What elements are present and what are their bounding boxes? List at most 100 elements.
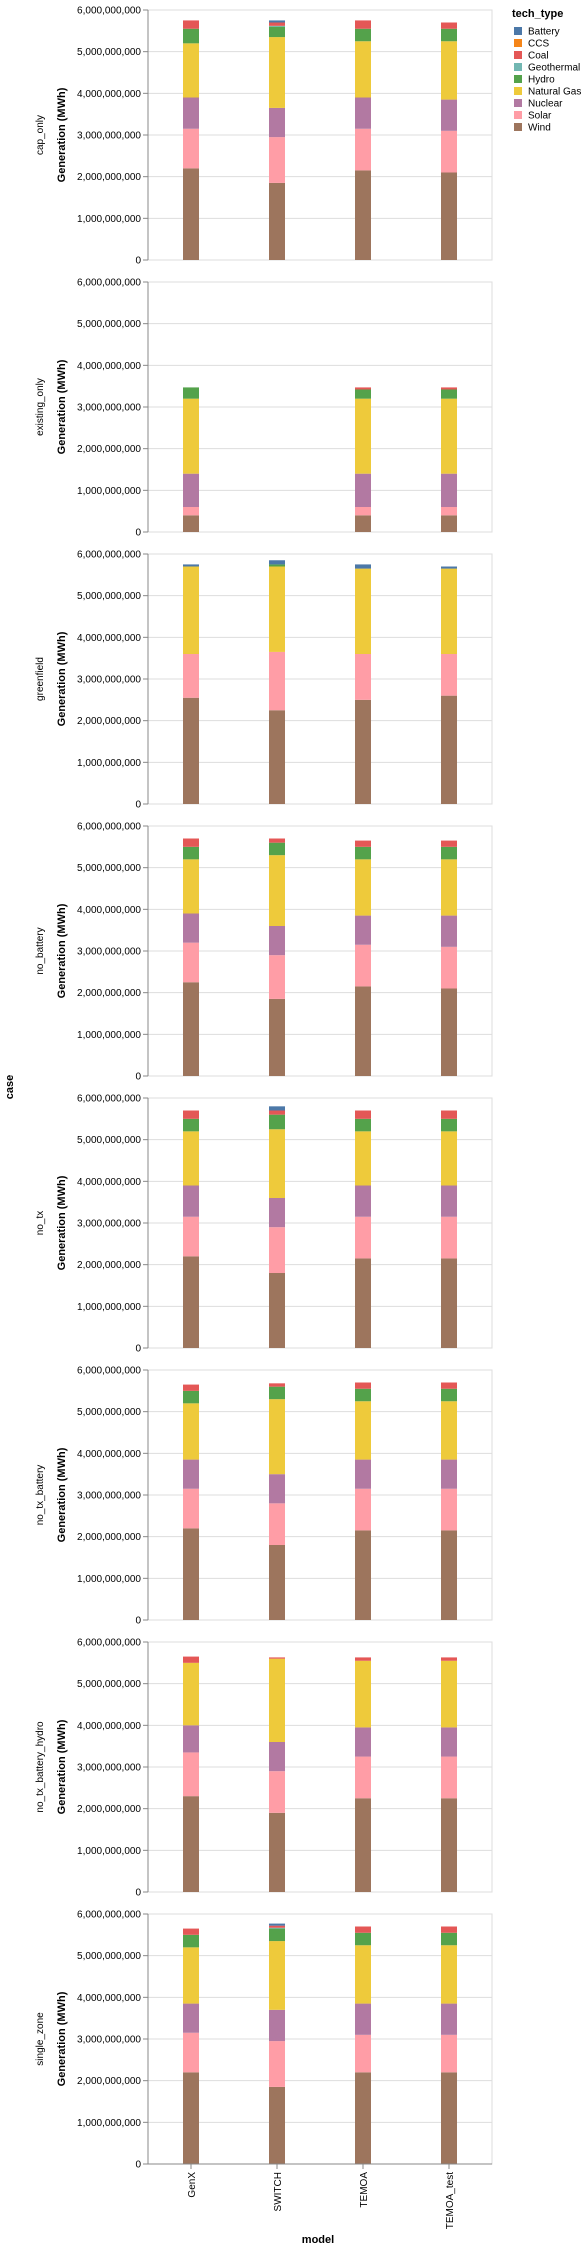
bar-segment-coal xyxy=(355,1110,371,1119)
bar-segment-solar xyxy=(355,1756,371,1799)
bar-segment-natural-gas xyxy=(441,1660,457,1728)
bar-segment-natural-gas xyxy=(355,1660,371,1728)
x-tick-label: TEMOA_test xyxy=(445,2172,456,2229)
y-tick-label: 1,000,000,000 xyxy=(77,2118,141,2129)
x-tick-label: GenX xyxy=(187,2172,198,2198)
y-tick-label: 2,000,000,000 xyxy=(77,716,141,727)
bar-segment-natural-gas xyxy=(441,568,457,654)
bar-segment-nuclear xyxy=(441,99,457,131)
bar-segment-solar xyxy=(355,2034,371,2073)
bar-segment-solar xyxy=(441,1216,457,1259)
bar-segment-nuclear xyxy=(355,1459,371,1489)
bar-segment-solar xyxy=(183,128,199,169)
y-tick-label: 1,000,000,000 xyxy=(77,1574,141,1585)
facet-existing_only: 0 1,000,000,000 2,000,000,000 3,000,000,000… xyxy=(35,278,493,539)
bar-segment-coal xyxy=(183,1384,199,1391)
bar-segment-wind xyxy=(355,1798,371,1892)
y-tick-label: 1,000,000,000 xyxy=(77,1030,141,1041)
legend-swatch xyxy=(514,99,522,107)
y-tick-label: 4,000,000,000 xyxy=(77,1721,141,1732)
bar-segment-natural-gas xyxy=(355,1945,371,2004)
y-tick-label: 0 xyxy=(135,800,141,811)
bar-segment-solar xyxy=(441,507,457,516)
facet-single_zone: 0 1,000,000,000 2,000,000,000 3,000,000,000… xyxy=(35,1910,493,2171)
y-tick-label: 4,000,000,000 xyxy=(77,89,141,100)
y-tick-label: 0 xyxy=(135,1616,141,1627)
bar-segment-natural-gas xyxy=(355,1131,371,1186)
y-tick-label: 5,000,000,000 xyxy=(77,1679,141,1690)
bar-segment-wind xyxy=(441,2072,457,2164)
y-tick-label: 4,000,000,000 xyxy=(77,1449,141,1460)
legend-title: tech_type xyxy=(512,8,563,20)
bar-segment-natural-gas xyxy=(355,41,371,98)
bar-segment-solar xyxy=(355,654,371,700)
y-tick-label: 4,000,000,000 xyxy=(77,633,141,644)
bar-segment-wind xyxy=(269,2086,285,2164)
bar-segment-nuclear xyxy=(441,915,457,947)
legend-label: Solar xyxy=(528,111,552,122)
legend: tech_type BatteryCCSCoalGeothermalHydroN… xyxy=(512,8,581,134)
bar-segment-hydro xyxy=(441,389,457,399)
bar-segment-natural-gas xyxy=(183,1947,199,2004)
y-tick-label: 1,000,000,000 xyxy=(77,758,141,769)
bar-segment-hydro xyxy=(355,1932,371,1946)
bar-segment-coal xyxy=(269,1110,285,1115)
y-tick-label: 5,000,000,000 xyxy=(77,1135,141,1146)
row-title: case xyxy=(4,1075,16,1099)
x-axis: GenX SWITCH TEMOA TEMOA_test xyxy=(148,2163,492,2229)
bar-segment-nuclear xyxy=(441,2003,457,2035)
y-tick-label: 5,000,000,000 xyxy=(77,47,141,58)
bar-segment-battery xyxy=(269,1923,285,1926)
bar-segment-nuclear xyxy=(183,97,199,129)
y-tick-label: 6,000,000,000 xyxy=(77,1094,141,1105)
bar-segment-natural-gas xyxy=(355,1401,371,1460)
bar-segment-natural-gas xyxy=(269,1129,285,1198)
bar-segment-nuclear xyxy=(269,2009,285,2042)
y-tick-label: 2,000,000,000 xyxy=(77,1532,141,1543)
y-tick-label: 6,000,000,000 xyxy=(77,6,141,17)
legend-swatch xyxy=(514,63,522,71)
bar-segment-natural-gas xyxy=(355,859,371,916)
bar-segment-wind xyxy=(441,515,457,532)
bar-segment-natural-gas xyxy=(183,1662,199,1726)
bar-segment-hydro xyxy=(269,564,285,567)
bar-segment-hydro xyxy=(355,389,371,399)
bar-segment-hydro xyxy=(441,1388,457,1402)
legend-swatch xyxy=(514,39,522,47)
bar-segment-natural-gas xyxy=(183,859,199,914)
bar-segment-natural-gas xyxy=(269,1941,285,2010)
bar-segment-wind xyxy=(183,1256,199,1348)
y-tick-label: 5,000,000,000 xyxy=(77,1407,141,1418)
y-tick-label: 0 xyxy=(135,1344,141,1355)
bar-segment-hydro xyxy=(269,1928,285,1942)
bar-segment-natural-gas xyxy=(183,43,199,98)
bar-segment-coal xyxy=(441,1382,457,1389)
legend-label: Nuclear xyxy=(528,99,563,110)
bar-segment-wind xyxy=(441,1530,457,1620)
facet-row-label: no_battery xyxy=(35,927,46,974)
y-tick-label: 3,000,000,000 xyxy=(77,403,141,414)
legend-label: Coal xyxy=(528,51,549,62)
facet-row-label: greenfield xyxy=(35,657,46,701)
bar-segment-solar xyxy=(441,946,457,989)
bar-segment-natural-gas xyxy=(183,1131,199,1186)
bar-segment-wind xyxy=(183,697,199,804)
y-tick-label: 0 xyxy=(135,1072,141,1083)
bar-segment-solar xyxy=(183,654,199,698)
bar-segment-hydro xyxy=(183,1118,199,1132)
legend-label: Natural Gas xyxy=(528,87,581,98)
bar-segment-natural-gas xyxy=(269,1658,285,1742)
bar-segment-nuclear xyxy=(441,1185,457,1217)
bar-segment-natural-gas xyxy=(269,37,285,108)
bar-segment-coal xyxy=(183,1110,199,1119)
bar-segment-natural-gas xyxy=(183,566,199,654)
legend-swatch xyxy=(514,111,522,119)
bar-segment-natural-gas xyxy=(441,398,457,474)
bar-segment-nuclear xyxy=(269,1474,285,1504)
bar-segment-solar xyxy=(269,1771,285,1813)
bar-segment-geothermal xyxy=(269,1927,285,1929)
bar-segment-coal xyxy=(441,1926,457,1933)
legend-swatch xyxy=(514,75,522,83)
y-tick-label: 6,000,000,000 xyxy=(77,1910,141,1921)
